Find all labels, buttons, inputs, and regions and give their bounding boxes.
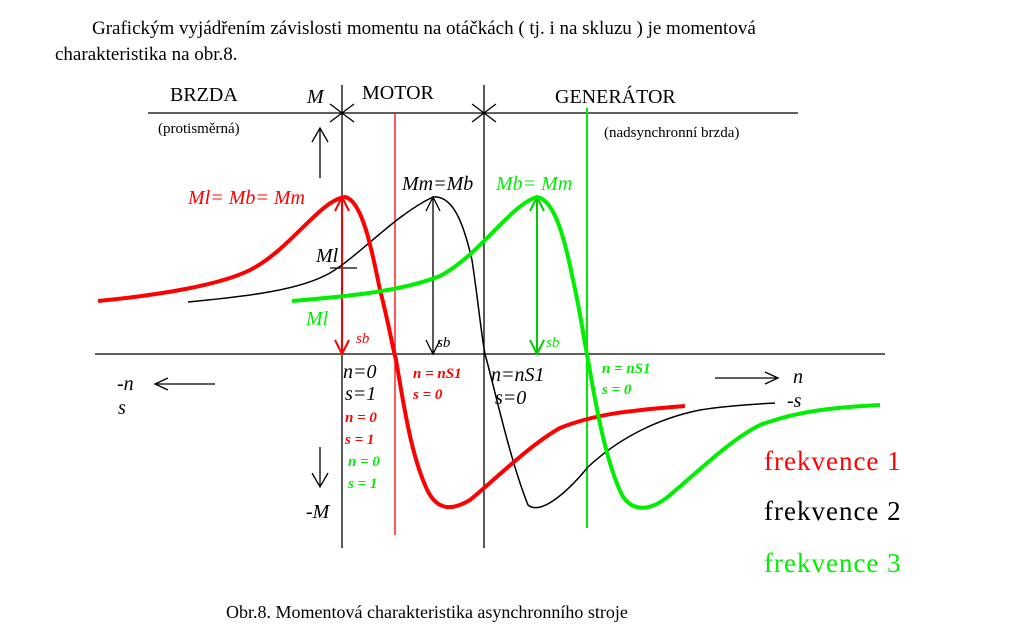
label-sb-black: sb (437, 335, 451, 351)
label-black-s1: s=1 (345, 383, 376, 405)
label-green-n0: n = 0 (348, 454, 380, 470)
curve-frekvence-2 (187, 196, 776, 509)
red-breakdown-arrow (334, 194, 350, 357)
curve-frekvence-3 (291, 194, 881, 510)
region-label-motor: MOTOR (362, 82, 435, 104)
paragraph-line-1: Grafickým vyjádřením závislosti momentu … (92, 18, 756, 39)
paragraph-line-2: charakteristika na obr.8. (55, 44, 238, 65)
label-ml-green: Ml (305, 308, 329, 330)
legend-frekvence-2: frekvence 2 (764, 496, 902, 526)
label-red-ns: n = nS1 (413, 366, 462, 382)
axis-label-m: M (306, 86, 325, 108)
legend-frekvence-3: frekvence 3 (764, 548, 902, 578)
label-red-peak: Ml= Mb= Mm (187, 187, 305, 209)
axis-label-n: n (793, 366, 803, 388)
up-arrow-icon (311, 126, 329, 178)
label-red-n0: n = 0 (345, 410, 377, 426)
green-breakdown-arrow (529, 194, 545, 357)
label-sb-green: sb (546, 335, 560, 351)
region-label-generator: GENERÁTOR (555, 85, 676, 108)
region-label-brake: BRZDA (170, 84, 238, 106)
label-green-peak: Mb= Mm (495, 173, 572, 195)
cross-mark (471, 103, 497, 123)
curve-frekvence-1 (97, 194, 686, 509)
region-sublabel-generator: (nadsynchronní brzda) (604, 125, 739, 141)
right-arrow-icon (715, 371, 780, 385)
label-green-ns: n = nS1 (602, 361, 651, 377)
label-ml-black: Ml (315, 245, 339, 267)
label-black-peak: Mm=Mb (401, 173, 473, 195)
label-sb-red: sb (356, 331, 370, 347)
label-red-s1: s = 1 (344, 432, 374, 448)
region-sublabel-brake: (protisměrná) (158, 121, 240, 137)
label-red-s0: s = 0 (412, 387, 443, 403)
down-arrow-icon (311, 447, 329, 489)
figure-caption: Obr.8. Momentová charakteristika asynchr… (226, 602, 628, 622)
label-black-s0: s=0 (495, 387, 526, 409)
label-black-ns: n=nS1 (491, 364, 545, 386)
label-black-n0: n=0 (343, 361, 377, 383)
left-arrow-icon (153, 377, 215, 391)
label-green-s0: s = 0 (601, 382, 632, 398)
cross-mark (329, 103, 355, 123)
axis-label-minus-m: -M (306, 501, 331, 523)
legend-frekvence-1: frekvence 1 (764, 446, 902, 476)
axis-label-s: s (118, 397, 126, 419)
axis-label-minus-n: -n (117, 373, 134, 395)
label-green-s1: s = 1 (347, 476, 377, 492)
axis-label-minus-s: -s (787, 390, 802, 412)
